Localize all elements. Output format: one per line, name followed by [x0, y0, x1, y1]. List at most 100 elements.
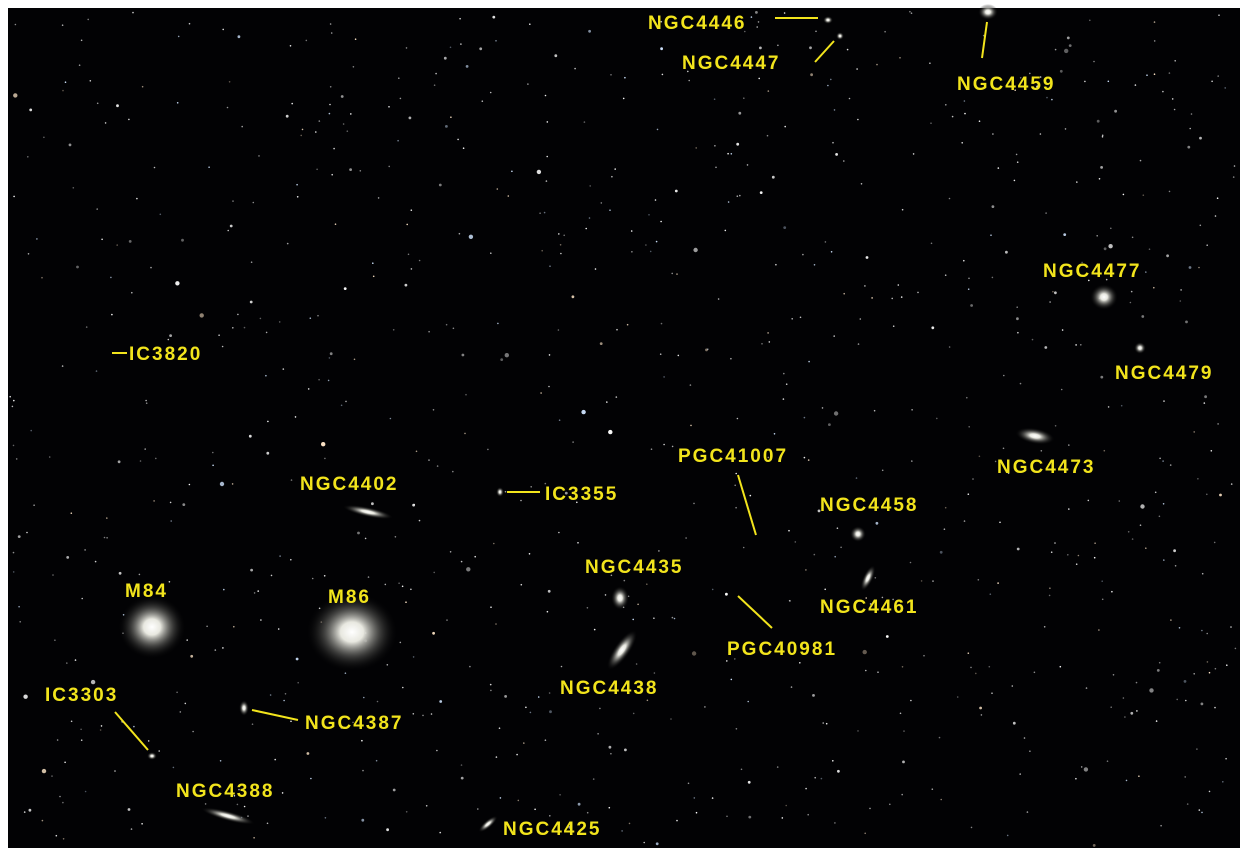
- star: [970, 667, 972, 669]
- star: [834, 822, 836, 824]
- star: [63, 838, 65, 840]
- star: [1154, 73, 1156, 75]
- star: [333, 148, 335, 150]
- star: [406, 47, 408, 49]
- star: [444, 57, 447, 60]
- star: [500, 797, 502, 799]
- star: [840, 547, 842, 549]
- star: [341, 405, 343, 407]
- star: [548, 590, 551, 593]
- star: [932, 788, 934, 790]
- star: [153, 500, 155, 502]
- star: [1184, 776, 1186, 778]
- star: [758, 78, 760, 80]
- star: [952, 116, 954, 118]
- star: [1051, 551, 1053, 553]
- star: [1049, 587, 1051, 589]
- star: [1159, 458, 1161, 460]
- object-label: NGC4479: [1115, 363, 1214, 384]
- star: [270, 694, 272, 696]
- star: [1063, 233, 1066, 236]
- star: [990, 234, 992, 236]
- star: [600, 342, 603, 345]
- star: [736, 143, 739, 146]
- star: [560, 253, 562, 255]
- star: [13, 552, 15, 554]
- star: [545, 739, 547, 741]
- star: [1003, 448, 1005, 450]
- star: [232, 483, 234, 485]
- star: [1191, 113, 1193, 115]
- star: [354, 359, 356, 361]
- star: [624, 580, 626, 582]
- star: [1027, 811, 1029, 813]
- star: [412, 504, 415, 507]
- star: [726, 660, 728, 662]
- star: [1065, 128, 1067, 130]
- star: [593, 778, 595, 780]
- star: [27, 156, 29, 158]
- star: [398, 582, 400, 584]
- star: [291, 479, 293, 481]
- star: [725, 593, 728, 596]
- object-label: NGC4459: [957, 74, 1056, 95]
- star: [469, 235, 473, 239]
- star: [547, 611, 549, 613]
- star: [41, 277, 43, 279]
- star: [917, 292, 919, 294]
- star: [100, 729, 102, 731]
- star: [1076, 181, 1078, 183]
- star: [599, 708, 601, 710]
- star: [497, 323, 499, 325]
- object-label: M84: [125, 581, 168, 602]
- star: [463, 147, 465, 149]
- star: [997, 582, 999, 584]
- star: [462, 354, 465, 357]
- star: [1044, 346, 1047, 349]
- star: [154, 167, 156, 169]
- star: [970, 304, 973, 307]
- star: [465, 394, 467, 396]
- object-label: NGC4473: [997, 457, 1096, 478]
- star: [75, 659, 77, 661]
- star: [1157, 669, 1160, 672]
- star: [814, 777, 816, 779]
- star: [1170, 464, 1172, 466]
- galaxy: [147, 752, 157, 760]
- star: [891, 298, 893, 300]
- star: [1136, 710, 1138, 712]
- star: [690, 384, 692, 386]
- star: [106, 517, 108, 519]
- star: [461, 561, 463, 563]
- star: [807, 814, 809, 816]
- galaxy: [1134, 342, 1146, 354]
- star: [170, 502, 172, 504]
- star: [743, 97, 745, 99]
- star: [674, 618, 676, 620]
- star: [964, 113, 966, 115]
- star: [437, 465, 439, 467]
- star: [656, 842, 659, 845]
- star: [559, 794, 561, 796]
- star: [727, 153, 729, 155]
- star: [321, 442, 325, 446]
- star: [330, 86, 332, 88]
- star: [1107, 760, 1109, 762]
- star: [672, 617, 674, 619]
- star: [148, 740, 150, 742]
- star: [238, 35, 241, 38]
- star: [738, 112, 741, 115]
- star: [1162, 91, 1164, 93]
- star: [748, 816, 751, 819]
- star: [431, 713, 433, 715]
- star: [999, 522, 1001, 524]
- star: [111, 314, 113, 316]
- star: [318, 379, 320, 381]
- star: [1017, 332, 1019, 334]
- star: [1111, 591, 1113, 593]
- star: [663, 444, 665, 446]
- star: [827, 85, 829, 87]
- star: [1174, 60, 1176, 62]
- star: [800, 317, 802, 319]
- star: [373, 276, 375, 278]
